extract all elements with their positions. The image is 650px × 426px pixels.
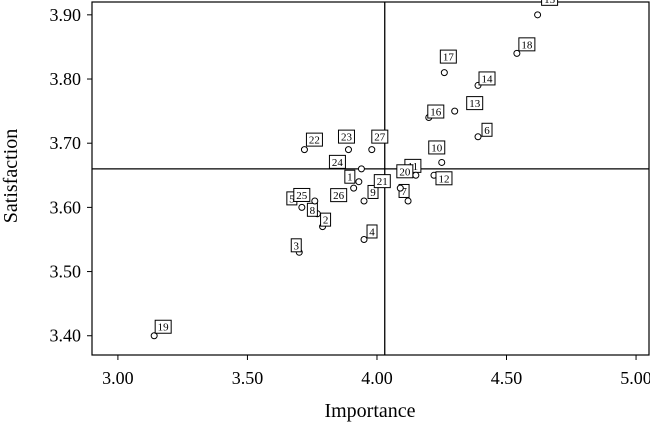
x-tick-label: 5.00 (620, 368, 650, 388)
data-point-label-box (328, 154, 346, 169)
y-axis-title: Satisfaction (0, 129, 22, 223)
data-point-label: 16 (430, 107, 442, 119)
data-point-label-box (466, 96, 484, 111)
data-point-label: 4 (369, 226, 375, 238)
data-point (300, 146, 308, 154)
data-point-label-box (481, 122, 493, 137)
data-point-label: 21 (377, 176, 388, 188)
data-point-label-box (344, 169, 356, 184)
data-point-label-box (428, 140, 446, 155)
data-point (150, 332, 158, 340)
x-tick-label: 4.00 (361, 368, 393, 388)
data-point-label: 5 (289, 193, 295, 205)
data-point (344, 146, 352, 154)
data-point-label: 8 (310, 205, 316, 217)
plot-area: 3.00 3.50 4.00 4.50 5.00 3.40 3.50 3.60 3.70 3.80… (50, 0, 650, 388)
y-tick-label: 3.60 (50, 197, 82, 217)
data-point-label: 14 (482, 73, 494, 85)
data-point-label: 26 (333, 190, 345, 202)
data-point-label: 7 (401, 186, 407, 198)
data-point-label-box (518, 37, 536, 52)
data-point (438, 158, 446, 166)
data-point (350, 184, 358, 192)
data-point (534, 11, 542, 19)
data-point-label: 24 (332, 157, 344, 169)
data-point (396, 184, 404, 192)
data-point-label: 3 (294, 240, 300, 252)
data-point (311, 197, 319, 205)
data-point (404, 197, 412, 205)
data-point-label: 23 (341, 132, 353, 144)
data-point-label: 19 (158, 322, 170, 334)
y-tick-label: 3.70 (50, 133, 82, 153)
data-point-label: 6 (484, 125, 490, 137)
x-tick-label: 4.50 (491, 368, 523, 388)
data-point-label-box (373, 174, 391, 189)
data-point-label: 9 (370, 187, 376, 199)
data-point-label-box (154, 319, 172, 334)
data-point-label-box (290, 238, 302, 253)
data-point (360, 235, 368, 243)
plot-frame (91, 1, 650, 356)
data-point (412, 171, 420, 179)
data-point-label-box (330, 188, 348, 203)
data-point-label: 20 (399, 166, 411, 178)
data-point-label-box (478, 71, 496, 86)
data-point-label-box (305, 132, 323, 147)
data-point (474, 133, 482, 141)
data-point (357, 165, 365, 173)
data-point (451, 107, 459, 115)
y-tick-label: 3.50 (50, 262, 82, 282)
data-point-label-box (439, 49, 457, 64)
data-point-label: 2 (323, 215, 329, 227)
data-point-label-box (396, 164, 414, 179)
data-point-label-box (435, 171, 453, 186)
data-point-label-box (366, 224, 378, 239)
data-point-label-box (371, 129, 389, 144)
data-point-label-box (337, 129, 355, 144)
data-point (355, 178, 363, 186)
data-point-label-box (541, 0, 559, 6)
y-tick-label: 3.80 (50, 69, 82, 89)
data-point-label: 12 (438, 173, 449, 185)
data-point (298, 203, 306, 211)
data-point-label: 1 (347, 172, 353, 184)
x-tick-label: 3.50 (232, 368, 264, 388)
data-point (368, 146, 376, 154)
data-point-label: 27 (374, 132, 386, 144)
data-point-label-box (427, 104, 445, 119)
x-tick-label: 3.00 (102, 368, 134, 388)
data-point (440, 69, 448, 77)
y-tick-label: 3.90 (50, 5, 82, 25)
data-point-label: 25 (296, 190, 308, 202)
data-point-label: 18 (521, 39, 533, 51)
data-point-label: 15 (544, 0, 556, 6)
data-point (513, 49, 521, 57)
data-point-label-box (367, 184, 379, 199)
data-point-label: 22 (309, 135, 320, 147)
data-point-label: 17 (443, 52, 455, 64)
data-point-label-box (293, 187, 311, 202)
y-tick-label: 3.40 (50, 326, 82, 346)
data-point-label: 10 (431, 142, 443, 154)
data-point (360, 197, 368, 205)
x-axis-title: Importance (324, 400, 415, 422)
data-point-label: 13 (469, 98, 481, 110)
data-point-label-box (320, 212, 332, 227)
